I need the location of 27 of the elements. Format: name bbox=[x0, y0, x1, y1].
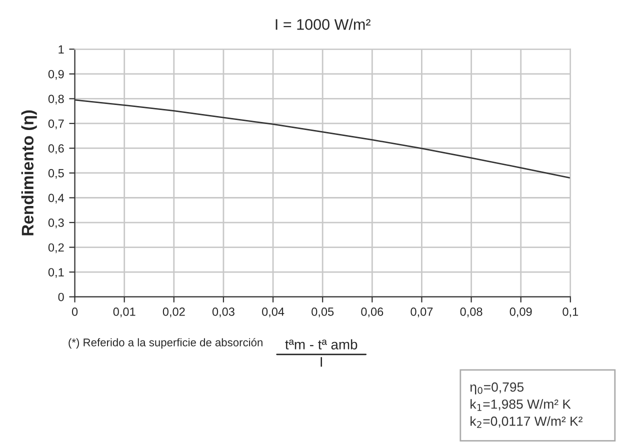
y-tick-label: 0,7 bbox=[48, 120, 64, 130]
x-tick-label: 0,02 bbox=[162, 308, 185, 318]
y-tick-label: 0 bbox=[58, 292, 64, 302]
y-tick-label: 0,5 bbox=[48, 169, 64, 179]
y-axis-title: Rendimiento (η) bbox=[21, 110, 37, 236]
y-tick-label: 0,1 bbox=[48, 268, 64, 278]
x-tick-label: 0,04 bbox=[262, 308, 284, 318]
x-tick-label: 0,08 bbox=[460, 308, 482, 318]
x-tick-label: 0,03 bbox=[212, 308, 234, 318]
text: (*) Referido a la superficie de absorción bbox=[68, 338, 262, 349]
x-tick-label: 0 bbox=[72, 308, 78, 316]
x-tick-label: 0,01 bbox=[113, 308, 136, 318]
y-tick-label: 0,3 bbox=[48, 218, 64, 228]
y-tick-label: 1 bbox=[58, 45, 64, 54]
y-tick-label: 0,6 bbox=[48, 144, 64, 154]
x-tick-label: 0,07 bbox=[410, 308, 433, 318]
y-tick-label: 0,2 bbox=[48, 243, 64, 254]
x-tick-label: 0,09 bbox=[510, 308, 532, 318]
x-axis-title: tªm - tª amb I bbox=[285, 339, 358, 367]
text: η$_{0}$=0,795 k$_{1}$=1,985 W/m² K k$_{2}$=0,0117 W/m² K² bbox=[470, 382, 582, 428]
chart-title: I = 1000 W/m² bbox=[276, 18, 370, 30]
y-tick-label: 0,8 bbox=[48, 94, 64, 104]
y-tick-label: 0,4 bbox=[48, 194, 64, 204]
y-tick-label: 0,9 bbox=[48, 70, 64, 80]
x-tick-label: 0,05 bbox=[312, 308, 334, 318]
x-tick-label: 0,1 bbox=[562, 308, 578, 318]
x-tick-label: 0,06 bbox=[361, 308, 384, 318]
